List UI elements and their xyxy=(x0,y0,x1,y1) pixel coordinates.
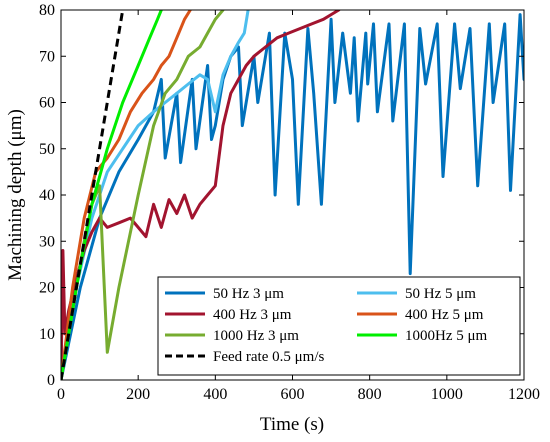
legend-label: 400 Hz 5 μm xyxy=(405,307,484,323)
legend-label: 50 Hz 3 μm xyxy=(213,286,284,302)
legend-label: 1000 Hz 3 μm xyxy=(213,328,299,344)
x-tick-label: 200 xyxy=(126,386,150,403)
legend-box xyxy=(157,276,521,376)
legend-items: 50 Hz 3 μm 50 Hz 5 μm 400 Hz 3 μm 400 Hz 5 … xyxy=(165,286,488,365)
y-tick-label: 40 xyxy=(39,187,55,204)
legend-label: 1000Hz 5 μm xyxy=(405,328,488,344)
y-tick-label: 60 xyxy=(39,95,55,112)
y-axis-title: Machining depth (μm) xyxy=(5,109,26,281)
legend-label: 50 Hz 5 μm xyxy=(405,286,476,302)
legend: 50 Hz 3 μm 50 Hz 5 μm 400 Hz 3 μm 400 Hz 5 … xyxy=(157,276,521,376)
legend-label: 400 Hz 3 μm xyxy=(213,307,292,323)
plot-frame xyxy=(60,9,525,381)
x-tick-label: 400 xyxy=(203,386,227,403)
y-tick-label: 10 xyxy=(39,326,55,343)
y-tick-label: 30 xyxy=(39,233,55,250)
x-tick-label: 800 xyxy=(358,386,382,403)
axis-layer: 0 200 400 600 800 1000 1200 0 10 20 30 40 50 60 70 80 xyxy=(39,2,540,403)
series-line-3 xyxy=(61,10,341,380)
x-tick-label: 1000 xyxy=(431,386,463,403)
x-tick-label: 0 xyxy=(57,386,65,403)
y-tick-label: 70 xyxy=(39,48,55,65)
series-line-1 xyxy=(61,13,524,380)
y-tick-label: 50 xyxy=(39,141,55,158)
y-tick-label: 80 xyxy=(39,2,55,19)
y-tick-label: 20 xyxy=(39,280,55,297)
series-line-4 xyxy=(61,10,192,380)
series-line-2 xyxy=(61,10,250,380)
y-tick-label: 0 xyxy=(47,372,55,389)
x-tick-label: 1200 xyxy=(508,386,540,403)
x-tick-label: 600 xyxy=(281,386,305,403)
series-layer xyxy=(61,10,524,380)
legend-label: Feed rate 0.5 μm/s xyxy=(213,349,325,365)
x-axis-title: Time (s) xyxy=(260,414,324,435)
series-line-7 xyxy=(61,10,125,380)
